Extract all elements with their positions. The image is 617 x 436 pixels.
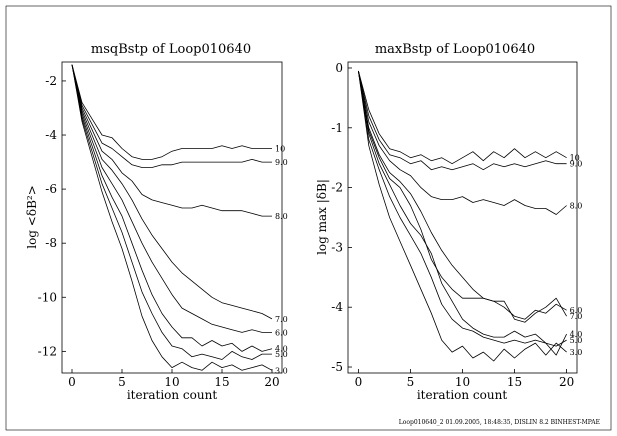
maxbstp-curve-label: 9.0 bbox=[570, 160, 583, 169]
maxbstp-x-tick-label: 15 bbox=[507, 375, 522, 389]
msqbstp-y-tick-label: -10 bbox=[38, 290, 57, 304]
maxbstp-curve-label: 4.0 bbox=[570, 330, 583, 339]
msqbstp-curve-label: 5.0 bbox=[275, 350, 288, 359]
msqbstp-y-tick-label: -8 bbox=[45, 236, 57, 250]
msqbstp-panel: msqBstp of Loop010640 0 5 10 15 20 -2-4-6-8-… bbox=[25, 42, 288, 402]
maxbstp-series-line-9-0 bbox=[358, 70, 567, 171]
msqbstp-x-tick-label: 20 bbox=[264, 375, 279, 389]
maxbstp-x-tick-label: 0 bbox=[355, 375, 363, 389]
msqbstp-curve-label: 8.0 bbox=[275, 212, 288, 221]
maxbstp-series-line-5-0 bbox=[358, 70, 567, 347]
msqbstp-curve-label: 7.0 bbox=[275, 315, 288, 324]
msqbstp-curve-labels: 10 9.0 8.0 7.0 6.0 4.05.0 3.0 bbox=[275, 145, 288, 376]
msqbstp-curve-label: 4.0 bbox=[275, 345, 288, 354]
outer-frame bbox=[5, 5, 612, 431]
maxbstp-curve-label: 3.0 bbox=[570, 348, 583, 357]
maxbstp-series-line-7-0 bbox=[358, 70, 567, 323]
maxbstp-series-line-10 bbox=[358, 70, 567, 165]
maxbstp-series-line-3-0 bbox=[358, 70, 567, 362]
maxbstp-curve-label: 8.0 bbox=[570, 202, 583, 211]
maxbstp-y-tick-label: -2 bbox=[331, 181, 343, 195]
msqbstp-x-ticks: 0 5 10 15 20 bbox=[68, 369, 280, 389]
maxbstp-x-tick-label: 20 bbox=[559, 375, 574, 389]
maxbstp-title: maxBstp of Loop010640 bbox=[375, 42, 535, 57]
msqbstp-y-axis-label: log <δB²> bbox=[25, 185, 39, 249]
maxbstp-x-ticks: 0 5 10 15 20 bbox=[355, 369, 574, 389]
msqbstp-series-line-7-0 bbox=[71, 64, 273, 320]
msqbstp-y-ticks: -2 -4 -6 -8 -10 -12 bbox=[38, 74, 66, 358]
msqbstp-y-tick-label: -4 bbox=[45, 128, 57, 142]
msqbstp-series bbox=[71, 64, 273, 371]
msqbstp-x-tick-label: 0 bbox=[68, 375, 76, 389]
maxbstp-series-line-4-0 bbox=[358, 70, 567, 356]
msqbstp-x-tick-label: 15 bbox=[214, 375, 229, 389]
msqbstp-series-line-8-0 bbox=[71, 64, 272, 217]
maxbstp-y-tick-label: -5 bbox=[331, 360, 343, 374]
footer-caption: Loop010640_2 01.09.2005, 18:48:35, DISLI… bbox=[399, 419, 600, 426]
msqbstp-x-tick-label: 5 bbox=[118, 375, 126, 389]
msqbstp-curve-label: 6.0 bbox=[275, 328, 288, 337]
msqbstp-series-line-6-0 bbox=[71, 64, 272, 333]
msqbstp-y-tick-label: -2 bbox=[45, 74, 57, 88]
maxbstp-series-line-6-0 bbox=[358, 70, 567, 320]
maxbstp-series bbox=[358, 70, 567, 362]
maxbstp-curve-label: 10 bbox=[570, 154, 580, 163]
msqbstp-curve-label: 10 bbox=[275, 145, 285, 154]
maxbstp-panel: maxBstp of Loop010640 0 5 10 15 20 0 -1 -2 -3 -4… bbox=[315, 42, 582, 402]
maxbstp-curve-labels: 109.0 8.0 6.07.0 4.05.0 3.0 bbox=[570, 154, 583, 357]
maxbstp-y-ticks: 0 -1 -2 -3 -4 -5 bbox=[331, 61, 352, 374]
maxbstp-y-tick-label: -1 bbox=[331, 121, 343, 135]
msqbstp-series-line-5-0 bbox=[71, 64, 272, 360]
msqbstp-curve-label: 9.0 bbox=[275, 158, 288, 167]
msqbstp-title: msqBstp of Loop010640 bbox=[91, 42, 251, 57]
maxbstp-y-tick-label: -3 bbox=[331, 240, 343, 254]
msqbstp-y-tick-label: -6 bbox=[45, 182, 57, 196]
msqbstp-curve-label: 3.0 bbox=[275, 366, 288, 375]
maxbstp-curve-label: 5.0 bbox=[570, 336, 583, 345]
msqbstp-series-line-4-0 bbox=[71, 64, 273, 352]
maxbstp-curve-label: 6.0 bbox=[570, 306, 583, 315]
msqbstp-x-tick-label: 10 bbox=[164, 375, 179, 389]
msqbstp-y-tick-label: -12 bbox=[38, 344, 57, 358]
maxbstp-y-tick-label: -4 bbox=[331, 300, 343, 314]
maxbstp-y-axis-label: log max |δB| bbox=[315, 179, 329, 255]
maxbstp-x-axis-label: iteration count bbox=[417, 388, 507, 402]
maxbstp-curve-label: 7.0 bbox=[570, 312, 583, 321]
maxbstp-x-tick-label: 5 bbox=[407, 375, 415, 389]
msqbstp-series-line-9-0 bbox=[71, 64, 272, 168]
maxbstp-y-tick-label: 0 bbox=[335, 61, 343, 75]
msqbstp-series-line-10 bbox=[71, 64, 272, 160]
msqbstp-series-line-3-0 bbox=[71, 64, 273, 371]
msqbstp-x-axis-label: iteration count bbox=[127, 388, 217, 402]
maxbstp-series-line-8-0 bbox=[358, 70, 567, 215]
maxbstp-x-tick-label: 10 bbox=[455, 375, 470, 389]
